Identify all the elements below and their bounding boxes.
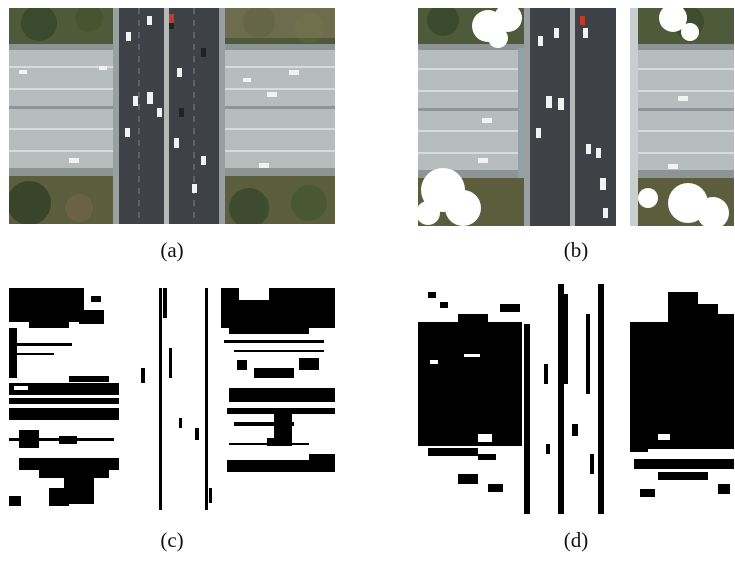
- panel-c-mask: [9, 288, 335, 510]
- panel-b-image: [418, 8, 734, 226]
- panel-a-image: [9, 8, 335, 224]
- panel-d-mask: [418, 284, 734, 514]
- caption-c: (c): [160, 528, 184, 552]
- caption-b: (b): [563, 238, 589, 262]
- caption-d: (d): [563, 528, 589, 552]
- caption-a: (a): [160, 238, 184, 262]
